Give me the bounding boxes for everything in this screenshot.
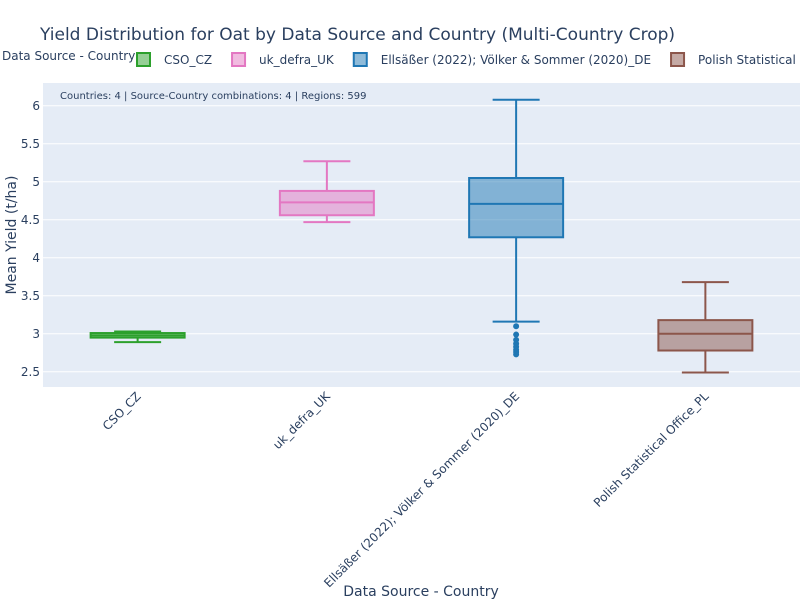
legend-item-4: Polish Statistical Office_PL xyxy=(670,52,800,67)
y-tick-label: 6 xyxy=(32,99,40,113)
outlier-point xyxy=(513,323,520,330)
y-tick-label: 3.5 xyxy=(21,289,40,303)
outlier-point xyxy=(513,351,520,358)
x-tick-label: CSO_CZ xyxy=(100,389,144,433)
annotation-bg xyxy=(56,87,350,103)
y-tick-label: 2.5 xyxy=(21,365,40,379)
y-tick-label: 5 xyxy=(32,175,40,189)
legend-label: CSO_CZ xyxy=(164,53,212,67)
legend-label: uk_defra_UK xyxy=(259,53,335,67)
y-tick-label: 3 xyxy=(32,327,40,341)
x-axis-label: Data Source - Country xyxy=(343,584,499,600)
box-2 xyxy=(278,160,375,224)
y-axis-ticks: 2.5 3 3.5 4 4.5 5 5.5 6 xyxy=(21,99,40,379)
box-iqr xyxy=(657,319,754,352)
legend-item-3: Ellsäßer (2022); Völker & Sommer (2020)_… xyxy=(352,52,651,67)
box-3 xyxy=(468,98,565,358)
x-tick-label: Polish Statistical Office_PL xyxy=(591,389,712,510)
y-tick-label: 4.5 xyxy=(21,213,40,227)
x-tick-label: Ellsäßer (2022); Völker & Sommer (2020)_… xyxy=(321,389,522,590)
box-4 xyxy=(657,281,754,374)
legend-item-1: CSO_CZ xyxy=(136,52,212,67)
x-tick-label: uk_defra_UK xyxy=(270,388,334,452)
legend-label: Polish Statistical Office_PL xyxy=(698,53,800,67)
legend: Data Source - Country CSO_CZ uk_defra_UK E… xyxy=(2,49,800,67)
chart-annotation: Countries: 4 | Source-Country combinatio… xyxy=(60,91,366,102)
legend-item-2: uk_defra_UK xyxy=(231,52,335,67)
chart-title: Yield Distribution for Oat by Data Sourc… xyxy=(39,25,675,45)
legend-swatch xyxy=(136,52,151,67)
y-tick-label: 5.5 xyxy=(21,137,40,151)
box-1 xyxy=(89,330,186,344)
y-tick-label: 4 xyxy=(32,251,40,265)
box-plots xyxy=(89,98,754,374)
legend-title: Data Source - Country xyxy=(2,49,135,63)
y-axis-label: Mean Yield (t/ha) xyxy=(4,176,20,295)
legend-swatch xyxy=(670,52,686,67)
outlier-point xyxy=(513,331,520,338)
legend-swatch xyxy=(231,52,247,67)
box-iqr xyxy=(468,177,565,239)
legend-label: Ellsäßer (2022); Völker & Sommer (2020)_… xyxy=(381,53,651,67)
legend-swatch xyxy=(352,52,368,67)
